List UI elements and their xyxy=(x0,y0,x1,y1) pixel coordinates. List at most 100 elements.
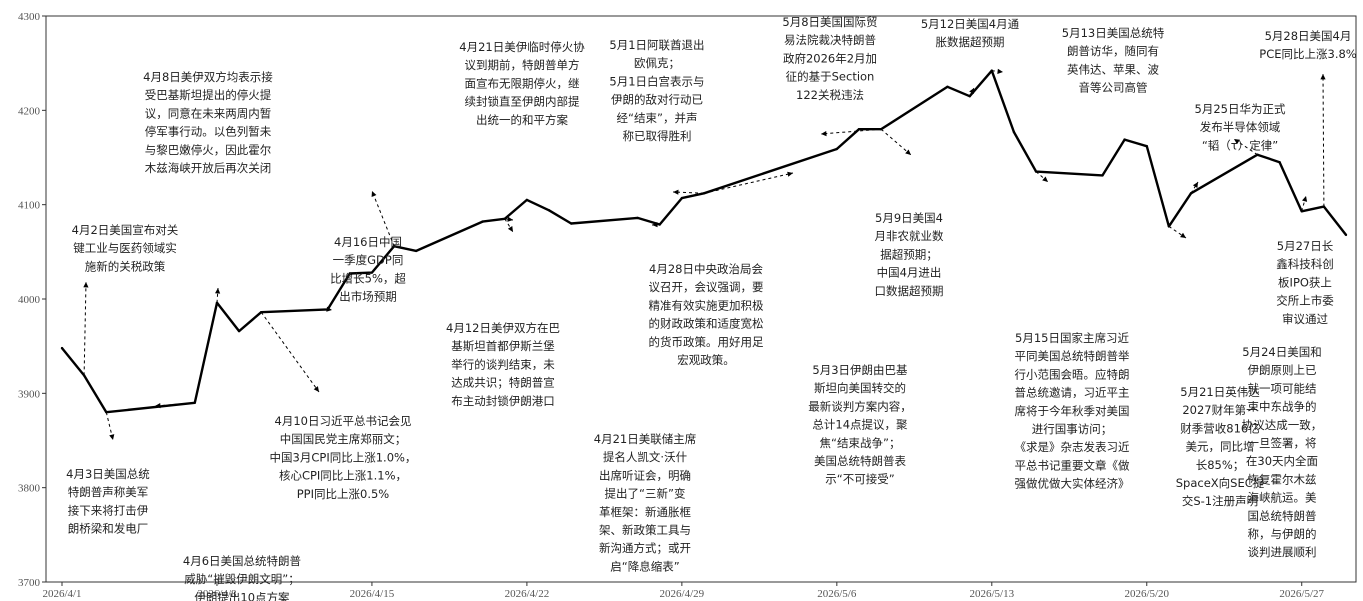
x-tick-label: 2026/4/15 xyxy=(350,588,395,600)
annotation-arrowhead xyxy=(83,282,88,288)
annotation-line: 英伟达、苹果、波 xyxy=(1067,62,1159,76)
data-point xyxy=(969,95,971,97)
annotation-line: 朗普访华，随同有 xyxy=(1067,44,1159,58)
annotation-line: 4月3日美国总统 xyxy=(66,467,150,481)
annotation-line: 板IPO获上 xyxy=(1278,275,1332,289)
annotation-line: 精准有效实施更加积极 xyxy=(649,298,764,312)
annotation-line: 经“结束”，并声 xyxy=(617,111,698,125)
annotation-line: 宏观政策。 xyxy=(677,353,735,367)
annotation-line: 威胁“摧毁伊朗文明”； xyxy=(184,572,299,586)
annotation-line: 举行的谈判结束，未 xyxy=(451,357,555,371)
annotation-line: 5月13日美国总统特 xyxy=(1062,26,1165,40)
annotation-leader xyxy=(261,312,319,392)
data-point xyxy=(260,311,262,313)
annotation-line: 5月25日华为正式 xyxy=(1195,102,1286,116)
annotation-line: 平总书记重要文章《做 xyxy=(1015,458,1130,472)
x-tick-label: 2026/4/1 xyxy=(42,588,81,600)
annotation-arrowhead xyxy=(821,131,827,136)
annotation-line: 4月6日美国总统特朗普 xyxy=(183,554,301,568)
data-point xyxy=(681,197,683,199)
annotation-arrowhead xyxy=(215,288,220,294)
annotation: 4月8日美伊双方均表示接受巴基斯坦提出的停火提议，同意在未来两周内暂停军事行动。… xyxy=(143,70,273,175)
annotation-line: 就一项可能结 xyxy=(1248,381,1317,395)
y-tick-label: 3900 xyxy=(18,388,41,400)
data-point xyxy=(946,86,948,88)
annotation-arrowhead xyxy=(1193,182,1198,188)
annotation-arrowhead xyxy=(109,434,114,440)
annotation-line: 施新的关税政策 xyxy=(85,259,166,273)
data-point xyxy=(1101,174,1103,176)
annotation-line: 普总统邀请，习近平主 xyxy=(1015,386,1130,400)
annotation-line: 焦“结束战争”； xyxy=(820,436,901,450)
data-point xyxy=(526,199,528,201)
annotation-line: 与黎巴嫩停火，因此霍尔 xyxy=(145,143,272,157)
annotation-line: 束中东战争的 xyxy=(1248,400,1317,414)
annotation-line: 122关税违法 xyxy=(796,88,864,102)
data-point xyxy=(83,374,85,376)
annotation-line: 提出了“三新”变 xyxy=(605,487,686,501)
data-point xyxy=(216,302,218,304)
annotation: 5月13日美国总统特朗普访华，随同有英伟达、苹果、波音等公司高管 xyxy=(1062,26,1165,95)
annotation: 4月16日中国一季度GDP同比增长5%，超出市场预期 xyxy=(330,235,406,304)
annotation-line: 5月27日长 xyxy=(1277,239,1334,253)
data-point xyxy=(415,250,417,252)
annotation-line: 中国国民党主席郑丽文； xyxy=(280,432,407,446)
annotation-line: 示“不可接受” xyxy=(825,472,894,486)
annotation-arrowhead xyxy=(997,69,1003,74)
x-tick-label: 2026/5/27 xyxy=(1279,588,1324,600)
annotation: 5月15日国家主席习近平同美国总统特朗普举行小范围会晤。应特朗普总统邀请，习近平… xyxy=(1015,331,1130,491)
annotation-line: 朗桥梁和发电厂 xyxy=(68,522,149,536)
annotation-line: 中国3月CPI同比上涨1.0%， xyxy=(270,450,417,464)
annotation-arrowhead xyxy=(1180,233,1186,238)
annotation-line: 议召开，会议强调，要 xyxy=(649,280,764,294)
annotation-line: 的货币政策。用好用足 xyxy=(649,335,764,349)
data-point xyxy=(105,411,107,413)
data-point xyxy=(481,220,483,222)
y-tick-label: 4000 xyxy=(18,294,41,306)
annotation-arrowhead xyxy=(372,191,377,197)
annotation-line: 革框架：新通胀框 xyxy=(599,505,691,519)
annotation-arrowhead xyxy=(673,190,679,195)
annotation-line: 4月2日美国宣布对关 xyxy=(72,223,179,237)
annotation: 4月28日中央政治局会议召开，会议强调，要精准有效实施更加积极的财政政策和适度宽… xyxy=(649,262,764,367)
annotation-line: 5月9日美国4 xyxy=(875,211,943,225)
annotation-arrowhead xyxy=(1302,196,1307,202)
annotation-line: 强做优做大实体经济》 xyxy=(1015,477,1130,491)
annotation-arrowhead xyxy=(787,172,793,177)
annotation-line: 5月24日美国和 xyxy=(1242,345,1321,359)
annotation-line: 音等公司高管 xyxy=(1079,81,1148,95)
annotation-line: 伊朗提出10点方案 xyxy=(194,590,290,601)
annotation-line: 5月15日国家主席习近 xyxy=(1015,331,1129,345)
data-point xyxy=(194,402,196,404)
y-tick-label: 3800 xyxy=(18,483,41,495)
annotation-line: 政府2026年2月加 xyxy=(783,51,877,65)
x-tick-label: 2026/5/13 xyxy=(969,588,1014,600)
annotation-arrowhead xyxy=(1320,74,1325,79)
annotation-line: 《求是》杂志发表习近 xyxy=(1015,440,1130,454)
y-tick-label: 4300 xyxy=(18,11,41,23)
annotation-line: 一旦签署，将 xyxy=(1248,436,1317,450)
annotation-line: 5月1日阿联酋退出 xyxy=(609,38,704,52)
annotation-line: 基斯坦首都伊斯兰堡 xyxy=(451,339,555,353)
annotation-line: 议，同意在未来两周内暂 xyxy=(145,106,272,120)
annotation: 5月25日华为正式发布半导体领域“韬（τ）定律” xyxy=(1195,102,1286,152)
annotation-line: 停军事行动。以色列暂未 xyxy=(145,125,272,139)
annotation-line: 斯坦向美国转交的 xyxy=(814,381,906,395)
x-tick-label: 2026/4/22 xyxy=(505,588,550,600)
annotation-line: 提名人凯文·沃什 xyxy=(603,450,687,464)
annotation-line: 的财政政策和适度宽松 xyxy=(649,317,764,331)
x-tick-label: 2026/5/6 xyxy=(817,588,857,600)
data-point xyxy=(61,347,63,349)
data-point xyxy=(1013,131,1015,133)
annotation-line: 特朗普声称美军 xyxy=(68,485,149,499)
annotation-line: 国总统特朗普 xyxy=(1248,509,1317,523)
annotation-line: 4月12日美伊双方在巴 xyxy=(446,321,560,335)
annotation-line: 长85%； xyxy=(1196,458,1245,472)
annotation: 5月27日长鑫科技科创板IPO获上交所上市委审议通过 xyxy=(1276,239,1334,326)
